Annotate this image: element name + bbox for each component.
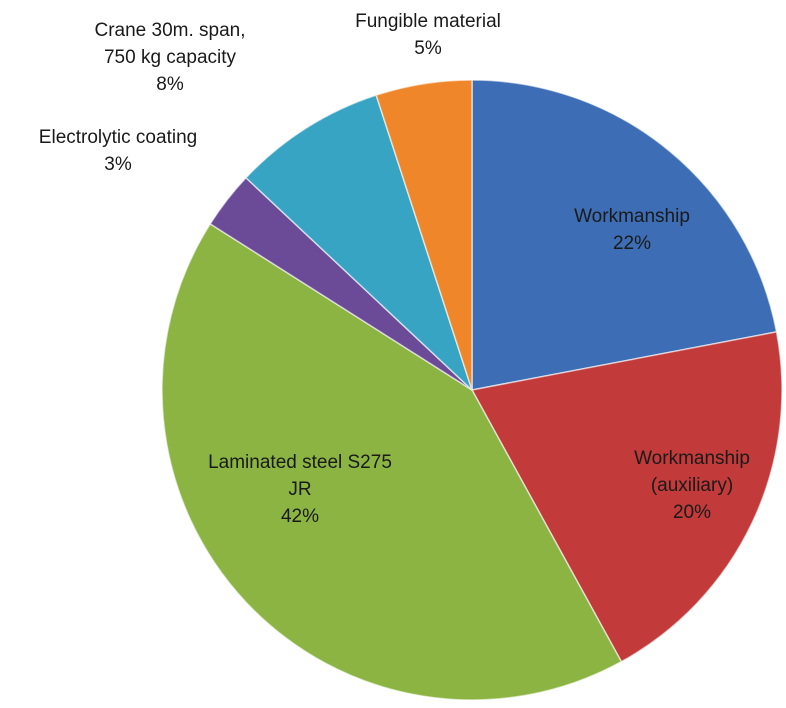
value-label: 8% <box>156 74 184 95</box>
category-label: Laminated steel S275 JR <box>208 452 392 500</box>
pie-slice <box>375 79 473 391</box>
pie-slice <box>161 222 623 701</box>
slice-label: Workmanship 22% <box>557 203 707 257</box>
slice-label: Crane 30m. span, 750 kg capacity 8% <box>80 17 260 98</box>
slice-label: Laminated steel S275 JR 42% <box>195 449 405 530</box>
category-label: Workmanship <box>574 206 690 227</box>
slice-label: Fungible material 5% <box>328 8 528 62</box>
category-label: Fungible material <box>355 11 501 32</box>
slice-label: Electrolytic coating 3% <box>3 124 233 178</box>
pie-slice <box>471 79 778 391</box>
value-label: 5% <box>414 38 442 59</box>
category-label: Workmanship (auxiliary) <box>634 448 750 496</box>
pie-slice <box>244 94 473 391</box>
category-label: Crane 30m. span, 750 kg capacity <box>94 20 246 68</box>
value-label: 3% <box>104 154 132 175</box>
slice-label: Workmanship (auxiliary) 20% <box>622 445 762 526</box>
pie-slice <box>470 331 783 663</box>
value-label: 22% <box>612 233 652 254</box>
value-label: 42% <box>280 506 320 527</box>
value-label: 20% <box>672 502 712 523</box>
category-label: Electrolytic coating <box>38 127 198 148</box>
